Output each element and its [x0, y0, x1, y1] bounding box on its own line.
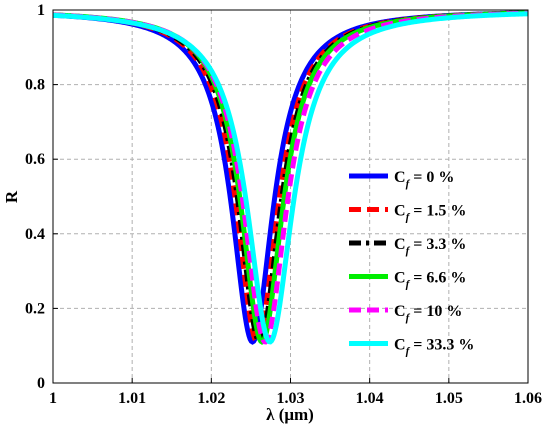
y-tick-label: 0.2 [25, 300, 45, 317]
legend: Cf = 0 % Cf = 1.5 % Cf = 3.3 % Cf = 6.6 % Cf… [349, 169, 474, 358]
y-tick-label: 0.6 [25, 151, 45, 168]
x-tick-label: 1 [49, 390, 57, 407]
x-tick-label: 1.06 [514, 390, 542, 407]
legend-label-4: Cf = 6.6 % [394, 270, 466, 291]
y-tick-label: 0.8 [25, 77, 45, 94]
axis-ticks: 1 1.01 1.02 1.03 1.04 1.05 1.06 0 0.2 0.4 0.6 0.8 1 [25, 2, 542, 407]
x-tick-label: 1.01 [118, 390, 146, 407]
series-line-6 [52, 11, 529, 345]
x-tick-label: 1.04 [356, 390, 384, 407]
y-tick-label: 0.4 [25, 226, 45, 243]
legend-label-2: Cf = 1.5 % [394, 203, 466, 224]
x-tick-label: 1.05 [435, 390, 463, 407]
x-axis-label: λ (μm) [266, 405, 314, 424]
series-lines [52, 10, 529, 345]
y-tick-label: 0 [37, 375, 45, 392]
legend-label-1: Cf = 0 % [394, 169, 454, 190]
grid [53, 10, 528, 383]
y-axis-label: R [2, 190, 21, 203]
y-tick-label: 1 [37, 2, 45, 19]
legend-label-5: Cf = 10 % [394, 303, 462, 324]
x-tick-label: 1.02 [197, 390, 225, 407]
x-tick-label: 1.03 [277, 390, 305, 407]
legend-label-3: Cf = 3.3 % [394, 236, 466, 257]
legend-label-6: Cf = 33.3 % [394, 337, 474, 358]
